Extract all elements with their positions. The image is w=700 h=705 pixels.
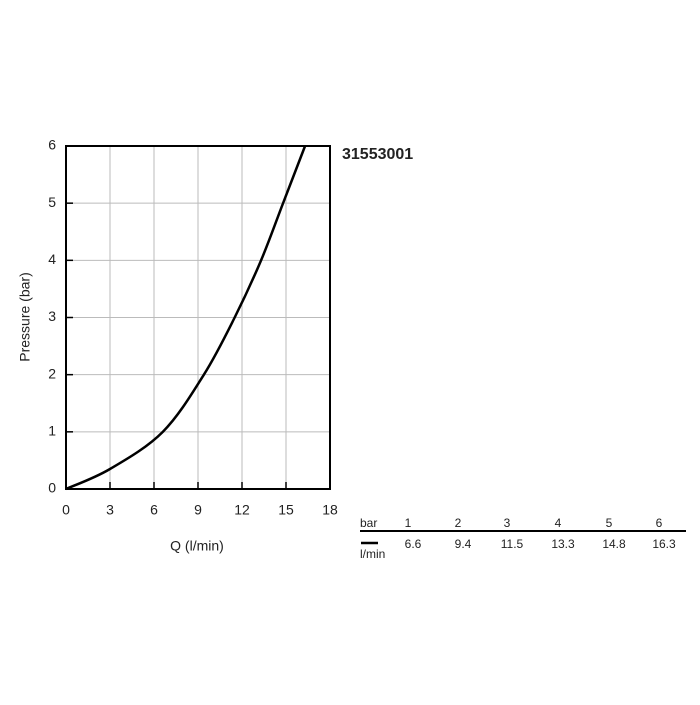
x-tick-label: 9 [194, 502, 202, 518]
table-flow: 14.8 [602, 537, 626, 551]
y-tick-label: 1 [48, 423, 56, 439]
y-tick-label: 6 [48, 137, 56, 153]
x-tick-label: 15 [278, 502, 294, 518]
y-tick-label: 2 [48, 365, 56, 381]
x-tick-label: 6 [150, 502, 158, 518]
table-pressure: 1 [405, 516, 412, 530]
y-axis-label: Pressure (bar) [17, 272, 33, 361]
table-flow: 13.3 [551, 537, 575, 551]
plot-frame [65, 145, 331, 490]
table-flow: 16.3 [652, 537, 676, 551]
flow-curve [65, 145, 307, 491]
table-flow: 11.5 [501, 537, 524, 551]
y-tick-label: 3 [48, 308, 56, 324]
y-tick-label: 4 [48, 251, 56, 267]
table-pressure: 2 [455, 516, 462, 530]
table-row-label: l/min [360, 547, 385, 561]
table-pressure: 4 [555, 516, 562, 530]
table-pressure: 5 [606, 516, 613, 530]
x-tick-label: 3 [106, 502, 114, 518]
chart-title: 31553001 [342, 146, 413, 163]
x-tick-label: 0 [62, 502, 70, 518]
table-flow: 9.4 [455, 537, 472, 551]
y-tick-label: 5 [48, 194, 56, 210]
table-pressure: 6 [656, 516, 663, 530]
table-pressure: 3 [504, 516, 511, 530]
y-tick-label: 0 [48, 480, 56, 496]
x-tick-label: 12 [234, 502, 250, 518]
x-tick-label: 18 [322, 502, 338, 518]
table-row-label: bar [360, 516, 377, 530]
table-flow: 6.6 [405, 537, 422, 551]
x-axis-label: Q (l/min) [170, 538, 224, 554]
